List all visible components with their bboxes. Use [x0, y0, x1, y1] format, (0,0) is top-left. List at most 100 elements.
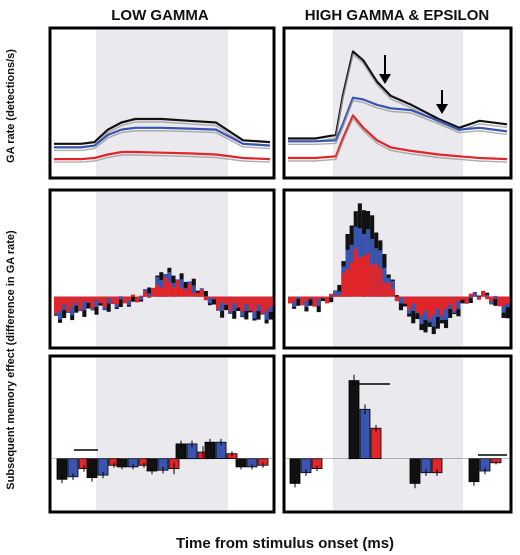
sme-step-narrow — [126, 296, 131, 306]
sme-step-broad — [333, 295, 338, 297]
sme-step-narrow — [191, 285, 196, 297]
sme-step-broad — [308, 296, 313, 299]
sme-step-broad — [151, 287, 156, 297]
sme-step-broad — [187, 283, 192, 297]
sme-step-narrow — [337, 291, 342, 297]
sme-step-broad — [407, 296, 412, 310]
sme-step-broad — [464, 296, 469, 304]
sme-step-broad — [78, 296, 83, 310]
sme-step-broad — [167, 282, 172, 297]
sme-step-broad — [268, 296, 273, 307]
sme-step-broad — [439, 296, 444, 316]
sme-step-narrow — [333, 290, 338, 297]
arrow-head-0 — [379, 74, 391, 84]
sme-step-broad — [497, 296, 502, 307]
sme-step-narrow — [329, 296, 334, 298]
sme-step-broad — [224, 296, 229, 305]
sme-step-broad — [199, 289, 204, 297]
sme-step-broad — [106, 296, 111, 299]
sme-step-broad — [456, 296, 461, 302]
sme-step-broad — [341, 272, 346, 297]
sme-step-broad — [179, 287, 184, 297]
column-title-low: LOW GAMMA — [111, 7, 209, 24]
sme-step-broad — [312, 296, 317, 307]
sme-step-broad — [256, 296, 261, 305]
sme-step-all — [308, 296, 313, 306]
low-rate-frame — [48, 26, 276, 180]
sme-step-broad — [300, 296, 305, 306]
sme-step-broad — [183, 289, 188, 297]
bar-all-1 — [348, 380, 360, 460]
sme-step-broad — [485, 296, 490, 300]
sme-step-broad — [398, 296, 403, 298]
sme-step-all — [460, 296, 465, 304]
sme-step-broad — [505, 296, 510, 304]
sme-step-broad — [244, 296, 249, 304]
sme-step-all — [118, 296, 123, 307]
sme-step-broad — [232, 296, 237, 303]
sme-step-broad — [159, 287, 164, 297]
rate-line-narrow-1 — [288, 96, 508, 143]
high-bars-frame — [282, 354, 513, 514]
sme-step-all — [485, 292, 490, 297]
sme-step-broad — [415, 296, 420, 313]
sme-step-broad — [139, 295, 144, 297]
sme-step-broad — [86, 296, 91, 303]
sme-step-narrow — [220, 296, 225, 311]
sme-step-broad — [175, 280, 180, 297]
sme-step-broad — [155, 285, 160, 297]
sme-step-broad — [236, 296, 241, 308]
sme-step-narrow — [382, 267, 387, 297]
sme-step-broad — [431, 296, 436, 316]
sme-step-narrow — [398, 296, 403, 304]
sme-step-all — [476, 295, 481, 297]
sme-step-broad — [191, 293, 196, 297]
sme-step-broad — [370, 265, 375, 297]
sme-step-all — [493, 296, 498, 306]
sme-step-broad — [382, 283, 387, 297]
sme-step-broad — [98, 296, 103, 304]
sme-step-all — [147, 287, 152, 297]
sme-step-narrow — [94, 296, 99, 307]
sme-step-broad — [94, 296, 99, 300]
sme-step-broad — [126, 296, 131, 301]
sme-step-broad — [394, 296, 399, 302]
sme-step-broad — [378, 268, 383, 297]
sme-step-broad — [329, 293, 334, 297]
sme-step-broad — [288, 296, 293, 304]
low-bars-frame — [48, 354, 276, 514]
x-axis-label: Time from stimulus onset (ms) — [176, 535, 394, 552]
sme-step-broad — [143, 291, 148, 297]
sme-step-broad — [102, 296, 107, 308]
sme-step-broad — [419, 296, 424, 316]
sme-step-broad — [74, 296, 79, 303]
sme-step-broad — [403, 296, 408, 304]
sme-step-broad — [357, 257, 362, 297]
sme-step-broad — [304, 296, 309, 301]
sme-step-all — [130, 296, 135, 302]
sme-step-broad — [228, 296, 233, 311]
sme-step-narrow — [468, 296, 473, 299]
sme-step-broad — [203, 296, 208, 301]
sme-step-broad — [130, 294, 135, 297]
sme-step-narrow — [296, 296, 301, 299]
sme-step-broad — [58, 296, 63, 311]
sme-step-broad — [435, 296, 440, 309]
sme-step-broad — [325, 296, 330, 304]
sme-step-all — [320, 296, 325, 302]
sme-step-narrow — [139, 296, 144, 300]
sme-step-broad — [70, 296, 75, 307]
sme-step-broad — [248, 296, 253, 311]
sme-step-broad — [476, 296, 481, 300]
sme-step-narrow — [316, 296, 321, 306]
sme-step-broad — [163, 277, 168, 297]
arrow-head-1 — [436, 104, 448, 114]
rate-line-shadow-narrow-0 — [54, 130, 271, 152]
sme-step-narrow — [304, 296, 309, 308]
sme-step-all — [106, 296, 111, 312]
sme-step-narrow — [232, 296, 237, 311]
sme-step-narrow — [472, 292, 477, 297]
ylabel-top: GA rate (detections/s) — [5, 49, 17, 163]
sme-step-narrow — [207, 296, 212, 304]
sme-step-broad — [345, 269, 350, 297]
